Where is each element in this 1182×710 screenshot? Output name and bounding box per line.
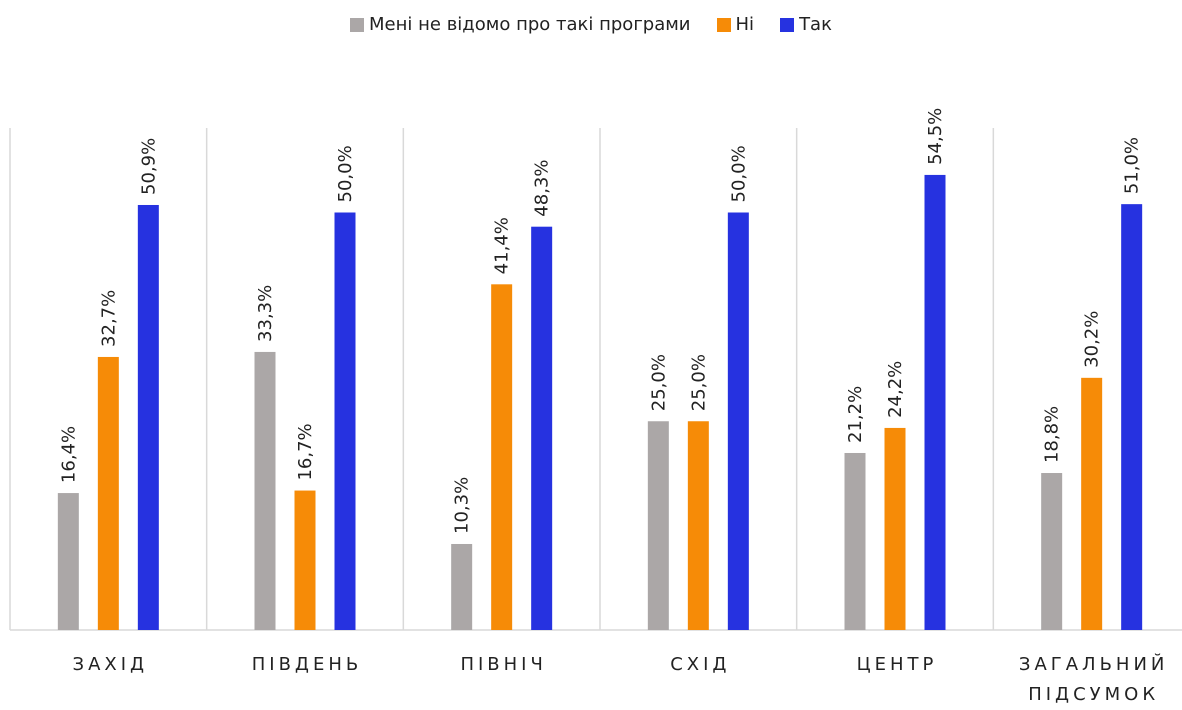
data-label: 50,9% bbox=[138, 138, 159, 195]
bar bbox=[647, 421, 669, 630]
bar bbox=[137, 204, 159, 631]
data-label: 51,0% bbox=[1122, 137, 1143, 194]
data-label: 50,0% bbox=[728, 145, 749, 202]
bar bbox=[334, 212, 356, 630]
bar bbox=[97, 356, 119, 630]
bar bbox=[491, 284, 513, 630]
bar bbox=[687, 421, 709, 630]
data-label: 54,5% bbox=[925, 108, 946, 165]
data-label: 32,7% bbox=[98, 290, 119, 347]
x-tick-label: ЦЕНТР bbox=[856, 654, 938, 675]
data-label: 50,0% bbox=[335, 145, 356, 202]
legend-label: Так bbox=[799, 14, 832, 35]
legend-swatch bbox=[716, 17, 731, 32]
bar bbox=[1081, 377, 1103, 630]
bar bbox=[1121, 204, 1143, 630]
bar bbox=[727, 212, 749, 630]
data-label: 10,3% bbox=[452, 477, 473, 534]
x-tick-label: ПІВДЕНЬ bbox=[251, 654, 363, 675]
bar bbox=[294, 490, 316, 630]
x-tick-label: СХІД bbox=[670, 654, 731, 675]
data-label: 18,8% bbox=[1042, 406, 1063, 463]
x-tick-label: ЗАГАЛЬНИЙ ПІДСУМОК bbox=[1018, 654, 1169, 705]
x-tick-label: ПІВНІЧ bbox=[460, 654, 547, 675]
bar bbox=[451, 543, 473, 630]
legend-item: Мені не відомо про такі програми bbox=[350, 14, 691, 35]
data-label: 21,2% bbox=[845, 386, 866, 443]
bar bbox=[924, 174, 946, 631]
data-label: 24,2% bbox=[885, 361, 906, 418]
legend-swatch bbox=[350, 17, 365, 32]
data-label: 16,4% bbox=[58, 426, 79, 483]
bar bbox=[884, 427, 906, 630]
legend-item: Так bbox=[780, 14, 832, 35]
data-label: 16,7% bbox=[295, 423, 316, 480]
data-label: 25,0% bbox=[648, 354, 669, 411]
bar bbox=[1041, 473, 1063, 630]
bar bbox=[844, 452, 866, 630]
x-tick-label: ЗАХІД bbox=[72, 654, 149, 675]
bar bbox=[254, 351, 276, 630]
data-label: 41,4% bbox=[492, 217, 513, 274]
legend-item: Ні bbox=[716, 14, 755, 35]
data-label: 30,2% bbox=[1082, 311, 1103, 368]
legend-swatch bbox=[780, 17, 795, 32]
legend-label: Ні bbox=[735, 14, 755, 35]
bar bbox=[57, 493, 79, 630]
data-label: 25,0% bbox=[688, 354, 709, 411]
data-label: 48,3% bbox=[532, 160, 553, 217]
bar bbox=[531, 226, 553, 630]
legend-label: Мені не відомо про такі програми bbox=[369, 14, 691, 35]
legend: Мені не відомо про такі програми Ні Так bbox=[0, 14, 1182, 35]
data-label: 33,3% bbox=[255, 285, 276, 342]
